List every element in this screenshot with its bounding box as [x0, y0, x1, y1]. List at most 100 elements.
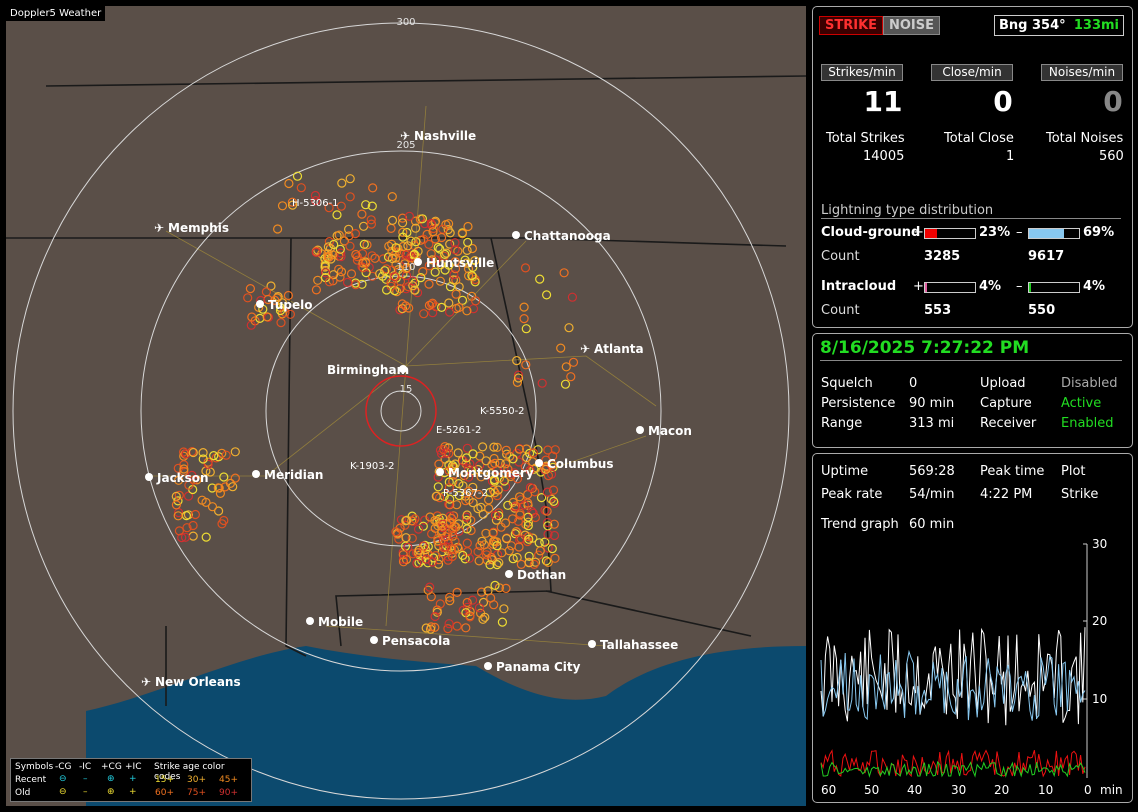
city-labels: ✈ Nashville ✈ Memphis Chattanooga Huntsville T… [141, 129, 692, 689]
strike-symbol-icon [209, 451, 219, 461]
strike-symbol-icon [402, 263, 412, 273]
peak-time-value: 4:22 PM [980, 487, 1033, 502]
strike-symbol-icon [461, 623, 471, 633]
strike-symbol-icon [431, 491, 441, 501]
strike-symbol-icon [454, 282, 464, 292]
city-dot-icon [370, 636, 378, 644]
strike-symbol-icon [346, 269, 357, 279]
strike-symbol-icon [352, 255, 362, 265]
datetime: 8/16/2025 7:27:22 PM [820, 338, 1122, 361]
strike-symbol-icon [453, 542, 463, 552]
strike-symbol-icon [462, 597, 472, 608]
trend-graph-value[interactable]: 60 min [909, 517, 955, 532]
strike-symbol-icon [324, 203, 334, 213]
strike-symbol-icon [370, 253, 380, 263]
strike-symbol-icon [344, 231, 354, 241]
strike-symbol-icon [445, 282, 456, 292]
strike-symbol-icon [408, 276, 418, 286]
strike-symbol-icon [323, 251, 333, 262]
strike-symbol-icon [275, 305, 286, 316]
strike-symbol-icon [492, 541, 502, 551]
strike-symbol-icon [179, 460, 189, 470]
strike-symbol-icon [387, 253, 397, 264]
lightning-map[interactable]: ✈ Nashville ✈ Memphis Chattanooga Huntsville T… [6, 6, 806, 806]
strike-symbol-icon [548, 451, 558, 461]
strike-symbol-icon [413, 288, 423, 298]
cg-positive-fill [925, 229, 937, 238]
strike-symbol-icon [326, 254, 336, 264]
legend-old-label: Old [15, 788, 31, 798]
strike-symbol-icon [547, 460, 557, 470]
city-dot-icon [636, 426, 644, 434]
strike-symbol-icon [401, 264, 411, 274]
age-code: 90+ [219, 788, 238, 798]
negative-cg-line [820, 649, 1086, 721]
strike-symbol-icon [464, 271, 474, 281]
strike-symbol-icon [501, 445, 511, 455]
strike-symbol-icon [263, 294, 273, 305]
strike-symbol-icon [473, 546, 483, 557]
plot-value[interactable]: Strike [1061, 487, 1099, 502]
strike-symbol-icon [174, 475, 184, 485]
strike-symbol-icon [416, 273, 426, 283]
strike-symbol-icon [247, 312, 257, 322]
strike-symbol-icon [541, 290, 552, 300]
strike-symbol-icon [328, 276, 338, 286]
strikes-per-min-label[interactable]: Strikes/min [821, 64, 903, 81]
strike-symbol-icon [335, 244, 345, 254]
strike-symbol-icon [313, 245, 323, 255]
strike-symbol-icon [398, 232, 408, 242]
strike-symbol-icon [445, 494, 455, 504]
neg-ic-old-icon: – [83, 787, 88, 797]
strike-symbol-icon [424, 261, 434, 271]
strike-symbol-icon [359, 239, 369, 249]
strike-symbol-icon [207, 502, 218, 512]
cg-positive-pct: 23% [979, 225, 1011, 240]
map-canvas: ✈ Nashville ✈ Memphis Chattanooga Huntsville T… [6, 17, 806, 806]
strike-symbol-icon [397, 304, 407, 314]
upload-label: Upload [980, 376, 1026, 391]
strike-symbol-icon [485, 560, 495, 570]
strike-symbol-icon [462, 306, 472, 316]
strike-symbol-icon [391, 527, 401, 537]
strike-symbol-icon [401, 554, 412, 565]
strike-symbol-icon [342, 277, 353, 287]
strike-symbol-icon [375, 269, 385, 279]
city-label-tupelo: Tupelo [268, 298, 313, 312]
close-per-min-label[interactable]: Close/min [931, 64, 1013, 81]
cg-positive-bar [924, 228, 976, 239]
strike-symbol-icon [366, 215, 376, 225]
strike-symbol-icon [433, 536, 443, 547]
strike-symbol-icon [403, 241, 413, 251]
strike-button[interactable]: STRIKE [819, 16, 884, 35]
strike-symbol-icon [435, 276, 445, 286]
strike-symbol-icon [339, 236, 349, 246]
strike-symbol-icon [351, 280, 361, 290]
strike-symbol-icon [426, 624, 436, 634]
strike-symbol-icon [530, 557, 541, 567]
noise-button[interactable]: NOISE [883, 16, 941, 35]
strike-symbol-icon [490, 580, 500, 591]
strike-symbol-icon [387, 215, 398, 225]
strike-symbol-icon [459, 471, 469, 481]
strike-symbol-icon [183, 491, 194, 501]
strike-symbol-icon [180, 532, 191, 542]
strike-symbol-icon [430, 217, 440, 227]
strike-symbol-icon [197, 495, 207, 505]
strikes-per-min-value: 11 [863, 85, 903, 118]
strike-symbol-icon [427, 557, 438, 567]
strike-symbol-icon [359, 221, 369, 231]
gulf-water [86, 646, 806, 806]
strike-symbol-icon [352, 252, 362, 262]
strike-symbol-icon [528, 448, 539, 458]
noises-per-min-label[interactable]: Noises/min [1041, 64, 1123, 81]
strike-symbol-icon [350, 229, 360, 239]
strike-symbol-icon [387, 192, 397, 202]
strike-symbol-icon [475, 451, 485, 461]
persistence-value: 90 min [909, 396, 955, 411]
strike-symbol-icon [444, 483, 454, 493]
strike-symbol-icon [468, 498, 478, 508]
strike-symbol-icon [201, 532, 211, 542]
strike-symbol-icon [556, 343, 566, 353]
strike-symbol-icon [426, 249, 436, 259]
